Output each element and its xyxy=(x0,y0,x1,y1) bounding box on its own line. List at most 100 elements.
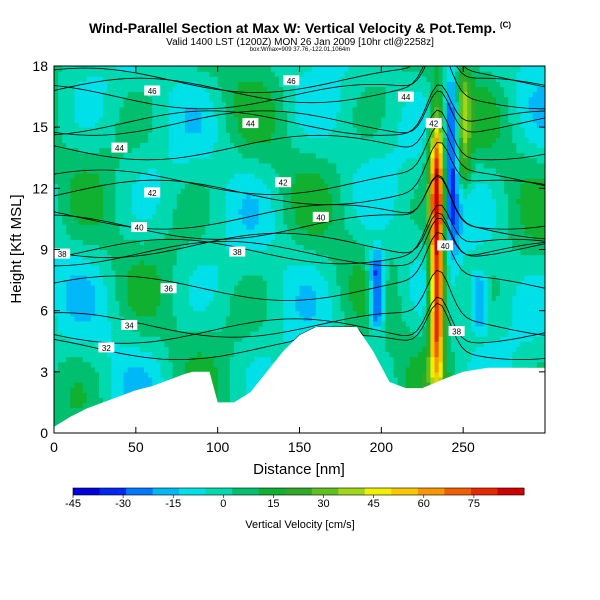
velocity-cell xyxy=(295,290,301,296)
velocity-cell xyxy=(144,81,149,87)
velocity-cell xyxy=(54,193,59,200)
velocity-cell xyxy=(250,280,256,286)
velocity-cell xyxy=(234,91,239,98)
velocity-cell xyxy=(62,188,67,195)
velocity-cell xyxy=(221,162,227,169)
velocity-cell xyxy=(307,147,313,154)
velocity-cell xyxy=(225,346,231,353)
velocity-cell xyxy=(144,290,149,296)
velocity-cell xyxy=(225,188,231,195)
velocity-cell xyxy=(107,183,112,189)
velocity-cell xyxy=(274,244,280,251)
velocity-cell xyxy=(299,66,305,72)
velocity-cell xyxy=(164,137,170,144)
velocity-cell xyxy=(164,336,170,342)
velocity-cell xyxy=(193,356,198,363)
velocity-cell xyxy=(127,122,133,128)
velocity-cell xyxy=(164,341,170,347)
velocity-cell xyxy=(144,336,149,342)
velocity-cell xyxy=(299,167,305,174)
velocity-cell xyxy=(279,249,284,256)
velocity-cell xyxy=(86,280,92,286)
velocity-cell xyxy=(54,366,59,373)
velocity-cell xyxy=(107,76,112,82)
velocity-cell xyxy=(193,183,198,189)
velocity-cell xyxy=(148,167,153,174)
velocity-cell xyxy=(54,116,59,123)
velocity-cell xyxy=(78,178,84,184)
velocity-cell xyxy=(74,203,80,210)
velocity-cell xyxy=(123,285,129,291)
velocity-cell xyxy=(160,224,166,230)
velocity-cell xyxy=(315,198,321,205)
velocity-cell xyxy=(201,254,206,261)
velocity-cell xyxy=(299,173,305,179)
velocity-cell xyxy=(201,234,206,240)
velocity-cell xyxy=(74,229,80,235)
velocity-cell xyxy=(164,91,170,98)
velocity-cell xyxy=(266,132,272,138)
velocity-cell xyxy=(266,346,272,353)
velocity-cell xyxy=(295,66,301,72)
velocity-cell xyxy=(62,356,67,363)
velocity-cell xyxy=(229,111,235,118)
velocity-cell xyxy=(193,213,198,220)
velocity-cell xyxy=(291,320,297,327)
velocity-cell xyxy=(62,142,67,149)
velocity-cell xyxy=(139,244,145,251)
velocity-cell xyxy=(139,203,145,210)
velocity-cell xyxy=(229,127,235,133)
velocity-cell xyxy=(242,81,247,87)
velocity-cell xyxy=(172,229,178,235)
velocity-cell xyxy=(168,371,174,378)
velocity-cell xyxy=(189,162,194,169)
velocity-cell xyxy=(315,111,321,118)
velocity-cell xyxy=(135,127,141,133)
velocity-cell xyxy=(209,356,215,363)
velocity-cell xyxy=(127,310,133,317)
velocity-cell xyxy=(78,315,84,322)
velocity-cell xyxy=(148,239,153,246)
velocity-cell xyxy=(172,249,178,256)
velocity-cell xyxy=(78,111,84,118)
velocity-cell xyxy=(217,157,223,164)
velocity-cell xyxy=(189,300,194,307)
velocity-cell xyxy=(123,234,129,240)
velocity-cell xyxy=(156,66,161,72)
velocity-cell xyxy=(99,71,104,77)
velocity-cell xyxy=(90,269,96,276)
velocity-cell xyxy=(221,76,227,82)
velocity-cell xyxy=(234,224,239,230)
velocity-cell xyxy=(274,157,280,164)
velocity-cell xyxy=(238,213,243,220)
velocity-cell xyxy=(99,300,104,307)
velocity-cell xyxy=(189,274,194,281)
velocity-cell xyxy=(217,249,223,256)
velocity-cell xyxy=(234,229,239,235)
velocity-cell xyxy=(66,91,71,98)
velocity-cell xyxy=(176,290,182,296)
velocity-cell xyxy=(201,285,206,291)
velocity-cell xyxy=(270,116,276,123)
velocity-cell xyxy=(229,274,235,281)
velocity-cell xyxy=(86,244,92,251)
velocity-cell xyxy=(307,203,313,210)
velocity-cell xyxy=(54,331,59,337)
velocity-cell xyxy=(311,320,317,327)
velocity-cell xyxy=(58,91,63,98)
velocity-cell xyxy=(258,239,264,246)
velocity-cell xyxy=(135,295,141,302)
velocity-cell xyxy=(74,305,80,312)
velocity-cell xyxy=(279,142,284,149)
velocity-cell xyxy=(148,142,153,149)
velocity-cell xyxy=(78,320,84,327)
velocity-cell xyxy=(254,239,260,246)
velocity-cell xyxy=(201,122,206,128)
velocity-cell xyxy=(107,259,112,266)
velocity-cell xyxy=(176,295,182,302)
velocity-cell xyxy=(115,320,121,327)
velocity-cell xyxy=(234,81,239,87)
velocity-cell xyxy=(213,234,219,240)
velocity-cell xyxy=(242,178,247,184)
velocity-cell xyxy=(70,331,76,337)
